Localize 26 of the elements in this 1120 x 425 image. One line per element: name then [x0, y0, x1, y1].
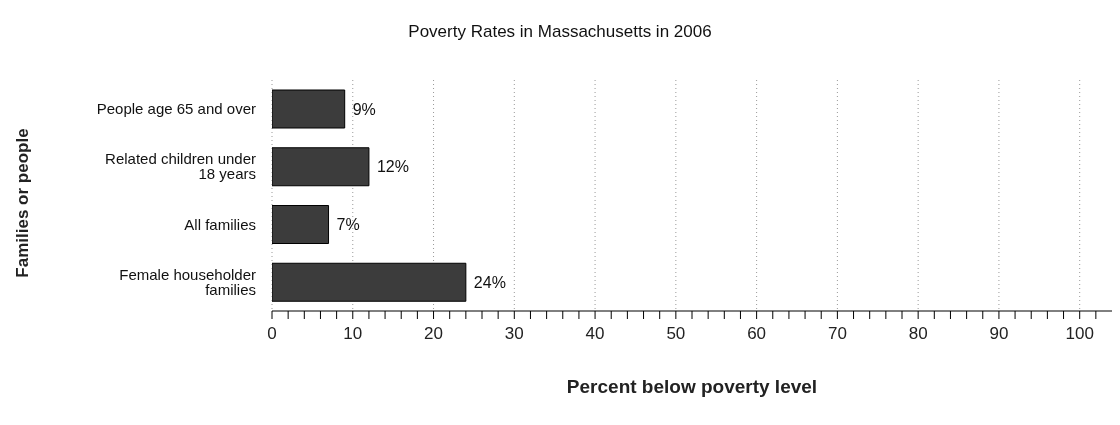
bar [272, 89, 346, 129]
x-tick-label: 40 [585, 324, 605, 344]
x-tick-label: 90 [989, 324, 1009, 344]
y-tick-label: Related children under 18 years [105, 150, 256, 183]
data-label: 7% [336, 216, 360, 234]
y-tick-label: Female householder families [119, 265, 256, 298]
x-tick-label: 70 [827, 324, 847, 344]
y-tick-label: All families [184, 215, 256, 233]
x-tick-label: 0 [267, 324, 277, 344]
x-tick-label: 80 [908, 324, 928, 344]
y-tick-label: People age 65 and over [96, 100, 256, 118]
x-tick-label: 10 [343, 324, 363, 344]
bar [272, 205, 330, 244]
y-axis-title: Families or people [13, 128, 33, 278]
x-tick-label: 30 [504, 324, 524, 344]
bar [272, 147, 370, 187]
x-tick-label: 100 [1065, 324, 1094, 344]
x-tick-label: 60 [747, 324, 767, 344]
x-tick-label: 20 [424, 324, 443, 344]
x-tick-label: 50 [666, 324, 686, 344]
bar [272, 262, 467, 302]
data-label: 9% [352, 100, 376, 118]
data-label: 12% [376, 158, 409, 176]
chart-title: Poverty Rates in Massachusetts in 2006 [407, 22, 713, 42]
data-label: 24% [473, 273, 506, 291]
x-axis-title: Percent below poverty level [565, 376, 819, 398]
